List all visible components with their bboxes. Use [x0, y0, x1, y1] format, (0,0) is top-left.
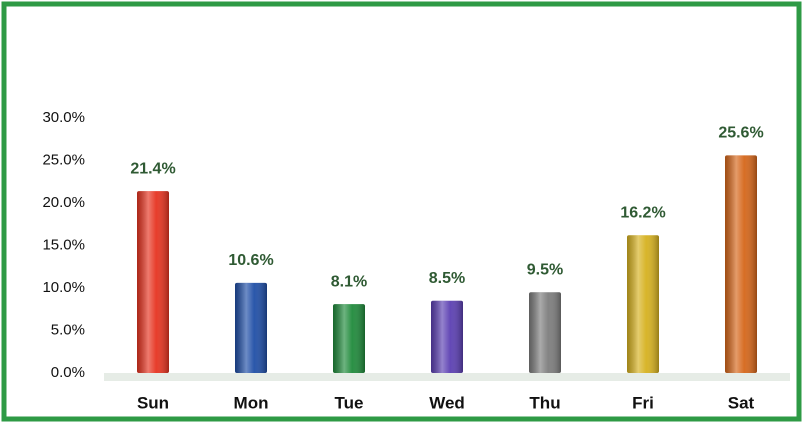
- y-tick-label: 0.0%: [51, 364, 85, 381]
- x-tick-label: Tue: [335, 393, 364, 412]
- y-tick-label: 15.0%: [42, 236, 85, 253]
- value-label: 25.6%: [718, 125, 763, 142]
- bar-shine: [725, 155, 757, 373]
- value-label: 16.2%: [620, 205, 665, 222]
- x-tick-label: Sat: [728, 393, 755, 412]
- value-label: 10.6%: [228, 252, 273, 269]
- x-tick-label: Wed: [429, 393, 465, 412]
- bar-shine: [431, 300, 463, 373]
- value-label: 8.5%: [429, 270, 465, 287]
- y-tick-label: 30.0%: [42, 109, 85, 126]
- x-tick-label: Mon: [234, 393, 269, 412]
- bar-shine: [529, 292, 561, 373]
- bar-shine: [333, 304, 365, 373]
- floor: [104, 373, 790, 381]
- y-tick-label: 25.0%: [42, 151, 85, 168]
- x-tick-label: Sun: [137, 393, 169, 412]
- y-tick-label: 10.0%: [42, 279, 85, 296]
- x-tick-label: Thu: [529, 393, 560, 412]
- value-label: 9.5%: [527, 261, 563, 278]
- bar-shine: [627, 235, 659, 373]
- bar-shine: [137, 191, 169, 373]
- y-tick-label: 20.0%: [42, 194, 85, 211]
- value-label: 21.4%: [130, 160, 175, 177]
- x-tick-label: Fri: [632, 393, 654, 412]
- y-tick-label: 5.0%: [51, 321, 85, 338]
- value-label: 8.1%: [331, 273, 367, 290]
- bar-shine: [235, 282, 267, 373]
